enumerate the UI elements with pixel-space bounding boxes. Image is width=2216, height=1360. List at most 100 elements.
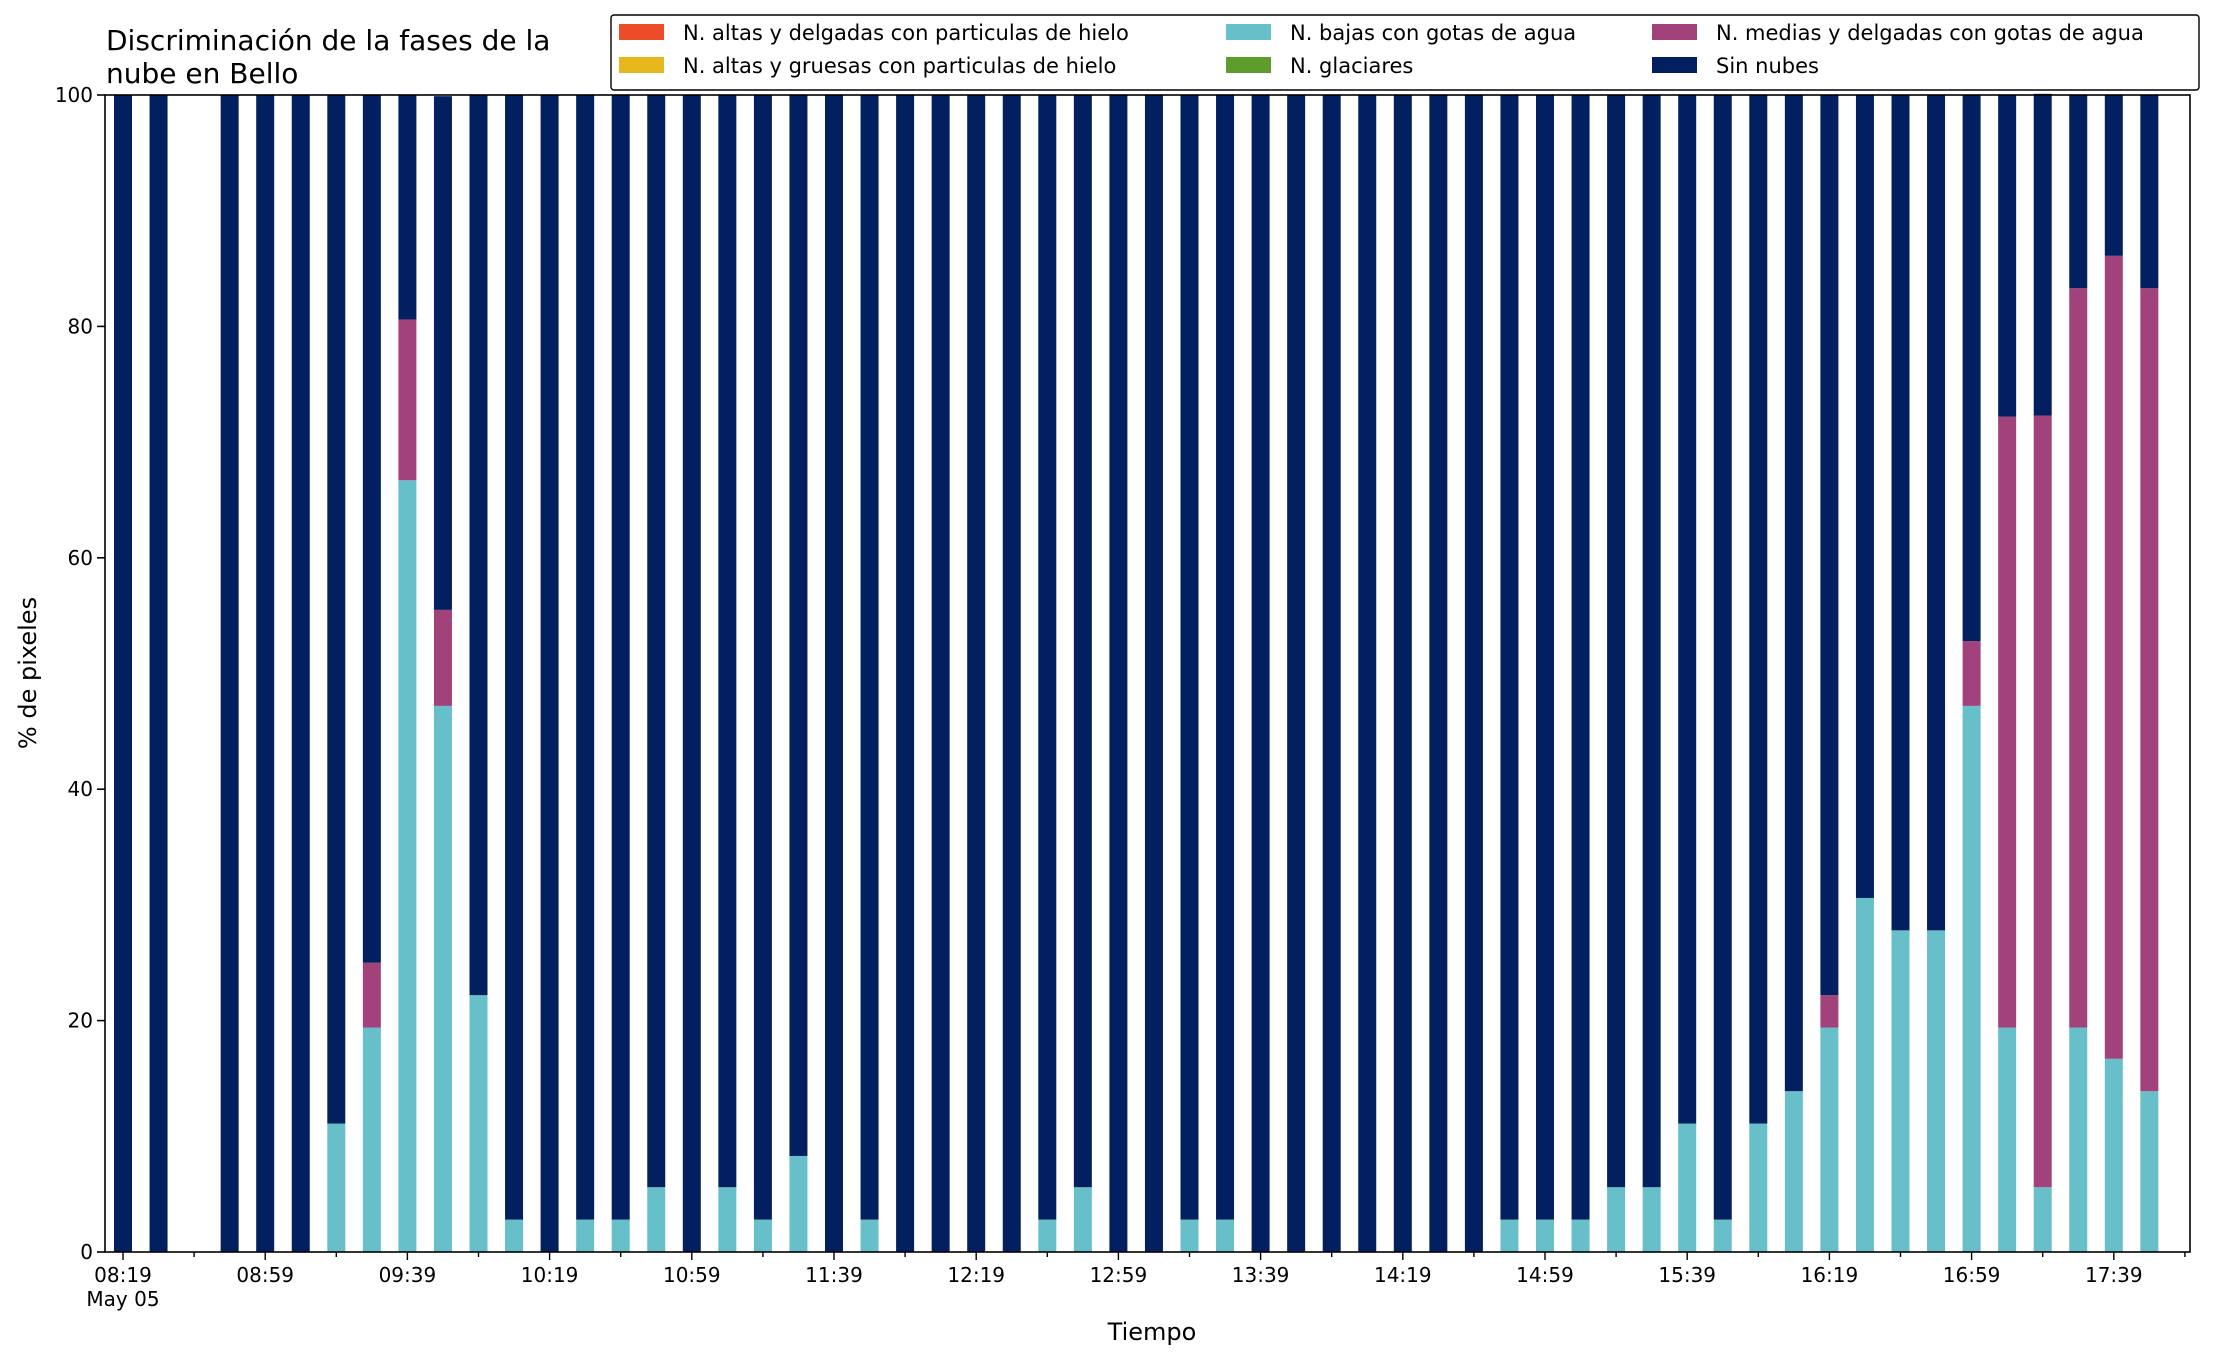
bar-segment [896,95,915,1252]
legend-swatch [1226,24,1271,40]
plot-frame [104,94,2191,1253]
bar-segment [789,1155,808,1252]
x-tick-label: 08:59 [236,1263,294,1287]
y-tick-label: 60 [68,546,93,570]
x-tick-label: 15:39 [1658,1263,1716,1287]
bar-segment [1998,95,2017,417]
legend-swatch [1652,57,1697,73]
legend-swatch [619,57,664,73]
bar-segment [1393,95,1412,1252]
bar-segment [1536,1219,1554,1252]
x-tick-label: 10:59 [663,1263,721,1287]
bar-segment [2140,95,2159,289]
bar-segment [1216,1219,1235,1252]
legend-label: N. bajas con gotas de agua [1290,21,1576,45]
x-tick-label: 09:39 [379,1263,437,1287]
bar-segment [931,95,950,1252]
bar-segment [469,995,488,1252]
bar-segment [1109,95,1128,1252]
x-tick-label: 14:59 [1516,1263,1574,1287]
y-tick-label: 80 [68,314,93,338]
bar-segment [576,1219,595,1252]
x-tick-label: 16:19 [1801,1263,1859,1287]
bar-segment [1500,1219,1519,1252]
bar-segment [860,1219,879,1252]
x-date-label: May 05 [86,1287,159,1311]
bar-segment [1251,95,1270,1252]
bar-segment [789,95,808,1156]
bar-segment [2069,95,2088,289]
bar-segment [1820,95,1839,996]
bar-segment [647,1187,666,1252]
bar-segment [1322,95,1341,1252]
bar-segment [1642,1187,1661,1252]
bar-segment [1500,95,1519,1220]
bar-segment [114,95,132,1252]
x-tick-label: 14:19 [1374,1263,1432,1287]
chart-title-line: Discriminación de la fases de la [106,24,550,57]
bar-segment [2104,1058,2123,1252]
bar-segment [1607,1187,1626,1252]
legend-swatch [1226,57,1271,73]
bar-segment [1749,95,1768,1124]
bar-segment [2033,93,2052,416]
bar-segment [1536,95,1554,1220]
bar-segment [433,705,452,1252]
bar-segment [967,95,986,1252]
bar-segment [256,95,275,1252]
bar-segment [1855,897,1874,1252]
legend-entry: N. medias y delgadas con gotas de agua [1652,21,2144,45]
bar-segment [1216,95,1235,1220]
bar-segment [1429,95,1448,1252]
bar-segment [1713,1219,1732,1252]
bar-segment [2140,288,2159,1092]
bar-segment [825,95,843,1252]
y-axis-label: % de pixeles [14,597,42,749]
bar-segment [1820,995,1839,1028]
bar-segment [1073,1187,1092,1252]
legend-label: N. medias y delgadas con gotas de agua [1716,21,2144,45]
bar-segment [398,95,417,320]
bar-segment [718,1187,737,1252]
y-tick-label: 100 [55,83,93,107]
legend-frame [610,14,2200,91]
bar-segment [540,95,559,1252]
bar-segment [398,319,417,481]
x-tick-label: 10:19 [521,1263,579,1287]
bar-segment [433,609,452,706]
bar-segment [362,1027,381,1252]
bar-segment [2033,1187,2052,1252]
bar-segment [1678,1123,1697,1252]
bar-segment [362,962,381,1028]
bars-layer [114,93,2159,1252]
legend-swatch [1652,24,1697,40]
y-axis: 0 20 40 60 80 100 [55,83,105,1264]
x-axis-label: Tiempo [1107,1318,1197,1346]
bar-segment [2069,288,2088,1028]
legend-entry: N. bajas con gotas de agua [1226,21,1576,45]
x-tick-label: 13:39 [1232,1263,1290,1287]
bar-segment [291,95,310,1252]
bar-segment [1855,95,1874,898]
x-tick-label: 08:19 [94,1263,152,1287]
bar-segment [469,95,488,996]
chart-title: Discriminación de la fases de la nube en … [106,24,550,90]
bar-segment [1962,95,1981,642]
bar-segment [1073,95,1092,1188]
bar-segment [1287,95,1306,1252]
bar-segment [1998,1027,2017,1252]
bar-segment [860,95,879,1220]
bar-segment [1784,1091,1803,1252]
x-tick-label: 16:59 [1943,1263,2001,1287]
bar-segment [505,95,524,1220]
bar-segment [2033,415,2052,1188]
bar-segment [1891,95,1910,931]
bar-segment [2104,95,2123,256]
bar-segment [327,95,346,1124]
bar-segment [1642,95,1661,1188]
bar-segment [1358,95,1377,1252]
bar-segment [220,95,239,1252]
bar-segment [1713,95,1732,1220]
y-tick-label: 40 [68,777,93,801]
bar-segment [647,95,666,1188]
